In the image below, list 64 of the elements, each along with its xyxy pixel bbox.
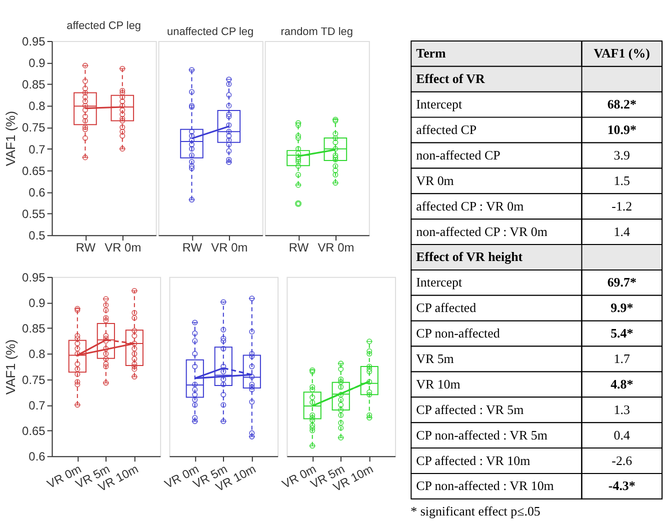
data-label: -1.2 — [612, 198, 632, 214]
data-label: VAF1 (%) — [594, 46, 650, 61]
category-label: Intercept — [416, 96, 463, 112]
data-label: 0.4 — [614, 427, 630, 442]
data-label: -2.6 — [612, 452, 633, 468]
y-tick-label: 0.8 — [28, 347, 46, 362]
category-label: CP affected — [416, 300, 477, 316]
category-label: VR 10m — [416, 376, 460, 392]
x-tick-label: VR 0m — [104, 240, 142, 255]
data-label: 1.5 — [614, 172, 630, 188]
y-tick-label: 0.65 — [22, 164, 46, 178]
category-label: CP affected : VR 5m — [416, 402, 524, 417]
data-label: 69.7* — [607, 274, 636, 290]
category-label: affected CP — [416, 122, 477, 138]
category-label: VR 5m — [416, 350, 454, 366]
category-label: affected CP : VR 0m — [416, 198, 524, 214]
x-tick-label: RW — [182, 240, 203, 255]
category-label: Intercept — [416, 274, 463, 290]
y-tick-label: 0.9 — [28, 296, 46, 310]
data-label: 10.9* — [607, 122, 636, 138]
category-label: Effect of VR — [416, 71, 486, 86]
category-label: Term — [416, 46, 446, 61]
x-tick-label: RW — [76, 240, 96, 255]
data-label: 4.8* — [610, 376, 634, 392]
text: * significant effect p≤.05 — [410, 503, 540, 518]
y-axis-title: VAF1 (%) — [3, 110, 18, 166]
y-tick-label: 0.95 — [22, 270, 46, 284]
data-label: 68.2* — [607, 96, 636, 112]
chart-title: affected CP leg — [66, 20, 142, 32]
x-tick-label: VR 0m — [211, 240, 248, 255]
data-label: 1.3 — [614, 402, 630, 417]
y-tick-label: 0.8 — [28, 99, 46, 114]
category-label: Effect of VR height — [416, 249, 524, 264]
category-label: non-affected CP — [416, 147, 500, 162]
category-label: CP non-affected — [416, 326, 500, 341]
chart-title: unaffected CP leg — [167, 26, 254, 38]
x-tick-label: RW — [288, 240, 310, 255]
data-label: 1.4 — [614, 224, 630, 239]
y-tick-label: 0.7 — [28, 142, 46, 156]
category-label: CP non-affected : VR 10m — [416, 478, 554, 494]
y-tick-label: 0.6 — [28, 450, 46, 464]
x-tick-label: VR 0m — [318, 240, 354, 255]
y-tick-label: 0.85 — [22, 78, 46, 92]
y-tick-label: 0.6 — [28, 185, 46, 200]
y-tick-label: 0.95 — [22, 34, 46, 48]
category-label: CP non-affected : VR 5m — [416, 427, 548, 442]
data-label: 3.9 — [614, 147, 630, 162]
data-label: 1.7 — [614, 350, 630, 366]
y-tick-label: 0.75 — [22, 372, 46, 387]
data-label: 5.4* — [610, 326, 634, 341]
y-tick-label: 0.55 — [22, 207, 46, 222]
category-label: non-affected CP : VR 0m — [416, 224, 548, 239]
y-tick-label: 0.85 — [22, 322, 46, 336]
y-tick-label: 0.9 — [28, 56, 46, 70]
y-tick-label: 0.65 — [22, 424, 46, 438]
y-tick-label: 0.7 — [28, 398, 46, 412]
data-label: 9.9* — [610, 300, 634, 316]
y-axis-title: VAF1 (%) — [3, 339, 18, 395]
data-label: -4.3* — [608, 478, 636, 494]
y-tick-label: 0.75 — [22, 120, 46, 135]
chart-title: random TD leg — [280, 26, 353, 38]
category-label: VR 0m — [416, 172, 454, 188]
category-label: CP affected : VR 10m — [416, 452, 530, 468]
y-tick-label: 0.5 — [28, 228, 46, 243]
